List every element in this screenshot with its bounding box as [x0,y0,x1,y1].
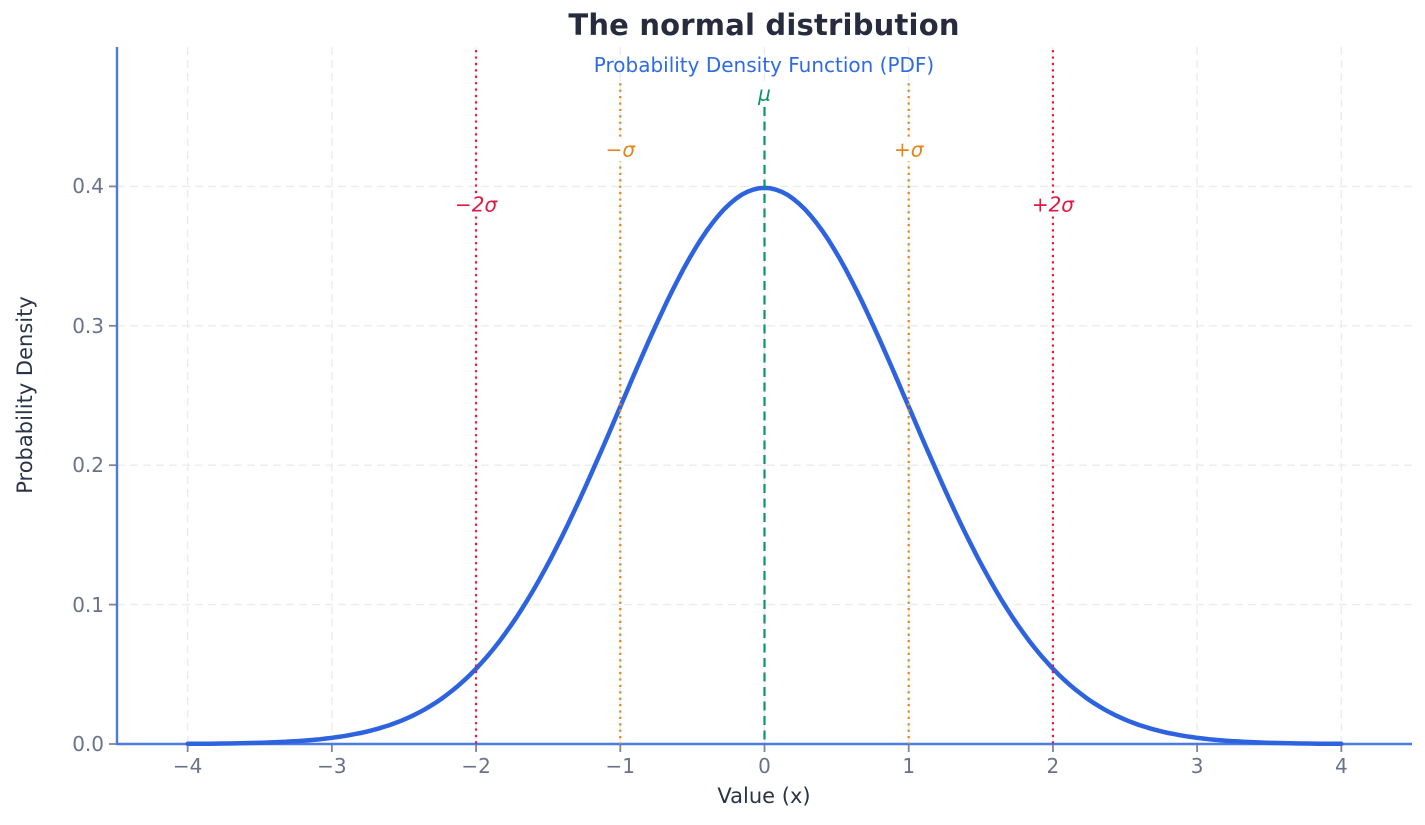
x-tick-label: 3 [1190,754,1204,778]
mu-line-label: μ [755,82,774,106]
minus-sigma-line-label: −σ [602,138,638,162]
y-tick-label: 0.2 [72,453,104,478]
y-axis-label: Probability Density [13,296,37,494]
x-tick-label: 1 [902,754,916,778]
y-tick-label: 0.4 [72,174,104,199]
x-tick-label: −2 [461,754,491,778]
y-tick-label: 0.3 [72,313,104,338]
x-tick-label: 4 [1334,754,1348,778]
chart-subtitle: Probability Density Function (PDF) [593,53,935,77]
plus-2sigma-line-label: +2σ [1028,193,1077,217]
x-tick-label: −4 [172,754,203,778]
plus-sigma-line-label: +σ [890,138,927,162]
x-tick-label: 2 [1046,754,1060,778]
x-tick-label: 0 [758,754,771,778]
chart-title: The normal distribution [568,8,960,42]
x-axis-label: Value (x) [717,784,811,808]
y-tick-label: 0.0 [72,732,104,756]
y-tick-label: 0.1 [72,592,104,617]
x-tick-label: −3 [317,754,347,778]
x-tick-label: −1 [605,754,636,778]
minus-2sigma-line-label: −2σ [451,193,501,217]
